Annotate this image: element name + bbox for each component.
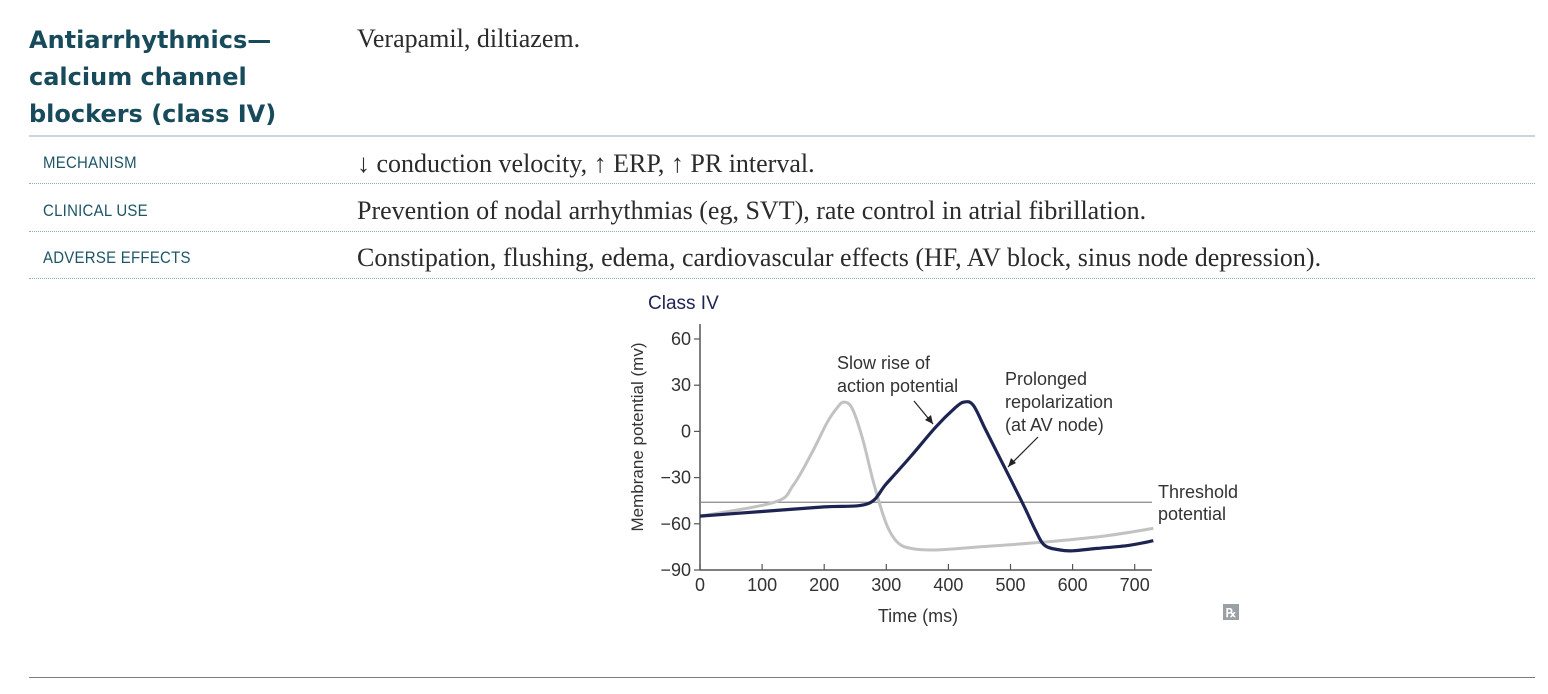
annotation-slow-rise: Slow rise of action potential (837, 353, 958, 396)
y-axis-label: Membrane potential (mv) (628, 343, 647, 532)
threshold-label-line1: Threshold (1158, 482, 1238, 502)
annotation-repolarization: Prolonged repolarization (at AV node) (1005, 369, 1118, 435)
annotation-repolarization-line3: (at AV node) (1005, 415, 1104, 435)
row-text-mechanism: ↓ conduction velocity, ↑ ERP, ↑ PR inter… (357, 149, 815, 178)
y-tick-label: −60 (660, 514, 691, 534)
row-text-adverse-effects: Constipation, flushing, edema, cardiovas… (357, 243, 1322, 272)
row-label-clinical-use: CLINICAL USE (43, 201, 148, 220)
y-tick-label: 60 (671, 329, 691, 349)
x-tick-label: 600 (1058, 575, 1088, 595)
annotation-slow-rise-arrowhead (925, 415, 933, 424)
rx-logo-text: ℞ (1226, 606, 1237, 620)
row-label-mechanism: MECHANISM (43, 153, 137, 172)
annotation-slow-rise-line2: action potential (837, 376, 958, 396)
annotation-repolarization-arrowhead (1008, 458, 1016, 467)
x-tick-label: 500 (995, 575, 1025, 595)
drug-list: Verapamil, diltiazem. (357, 24, 581, 53)
threshold-label-line2: potential (1158, 504, 1226, 524)
row-text-clinical-use: Prevention of nodal arrhythmias (eg, SVT… (357, 196, 1147, 225)
rx-logo: ℞ (1223, 604, 1239, 620)
series-class-iv-action-potential (699, 400, 1154, 553)
threshold-label: Threshold potential (1158, 482, 1243, 524)
y-tick-label: 0 (681, 421, 691, 441)
y-tick-label: 30 (671, 375, 691, 395)
drug-class-heading: Antiarrhythmics— calcium channel blocker… (29, 26, 277, 128)
row-label-adverse-effects: ADVERSE EFFECTS (43, 248, 191, 267)
y-tick-label: −30 (660, 468, 691, 488)
header-divider (29, 135, 1535, 137)
x-tick-label: 100 (747, 575, 777, 595)
rx-logo-box (1223, 604, 1239, 620)
action-potential-chart: Class IV Membrane potential (mv) Time (m… (628, 293, 1243, 626)
series-normal-action-potential (699, 400, 1154, 552)
x-tick-label: 0 (695, 575, 705, 595)
page-bottom-rule (29, 677, 1535, 678)
row-divider (29, 231, 1535, 232)
chart-title: Class IV (648, 293, 719, 314)
x-tick-label: 300 (871, 575, 901, 595)
row-divider (29, 278, 1535, 279)
x-axis-label: Time (ms) (878, 606, 958, 626)
annotation-repolarization-line2: repolarization (1005, 392, 1113, 412)
x-tick-label: 200 (809, 575, 839, 595)
row-divider (29, 183, 1535, 184)
y-tick-label: −90 (660, 560, 691, 580)
annotation-slow-rise-line1: Slow rise of (837, 353, 931, 373)
x-tick-label: 400 (933, 575, 963, 595)
annotation-repolarization-line1: Prolonged (1005, 369, 1087, 389)
x-tick-label: 700 (1120, 575, 1150, 595)
